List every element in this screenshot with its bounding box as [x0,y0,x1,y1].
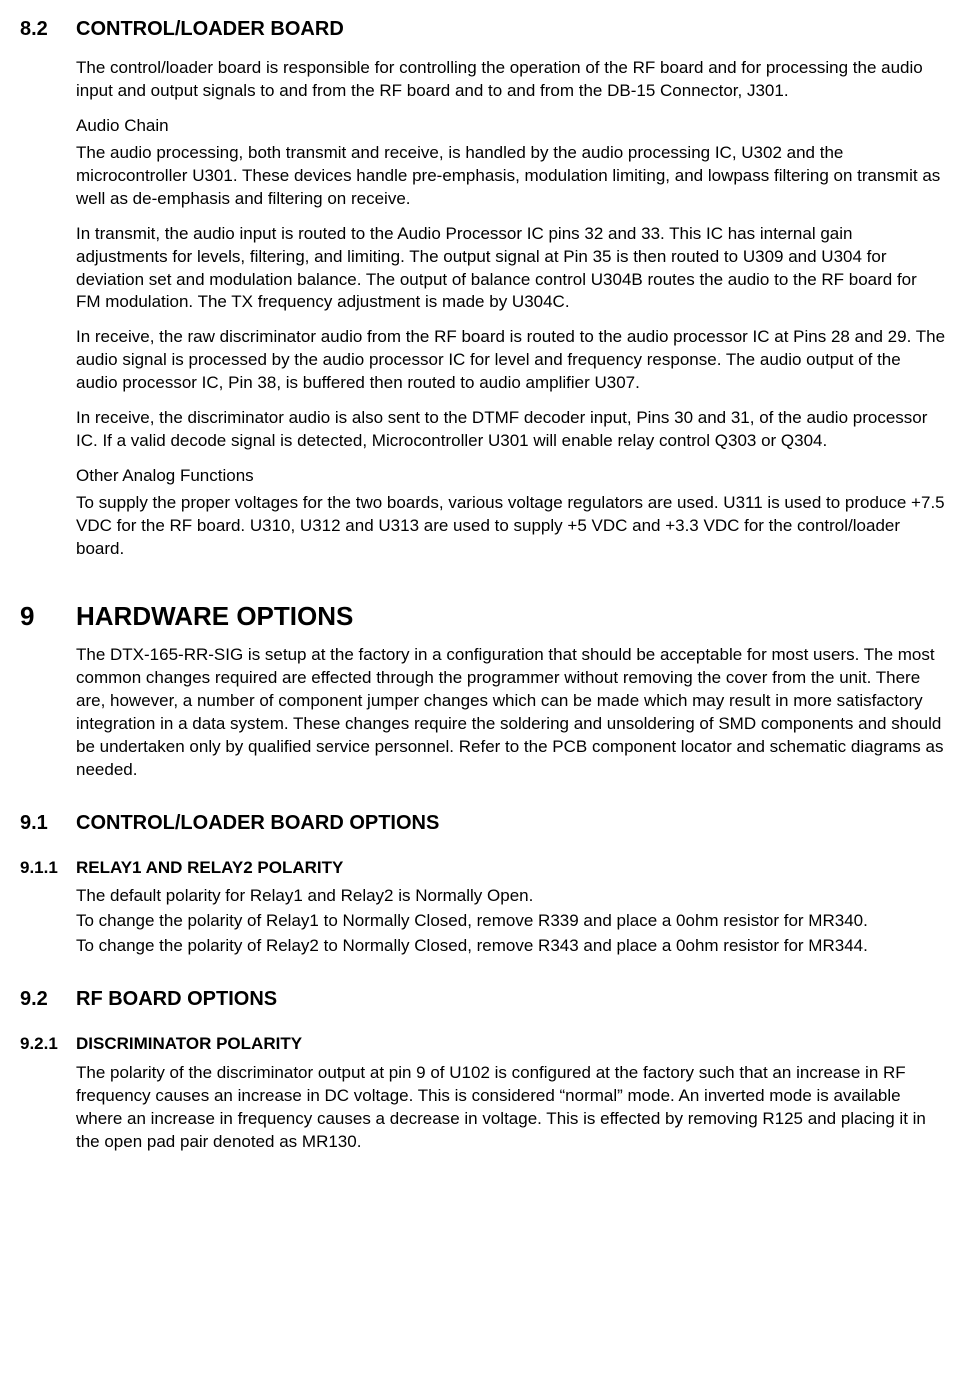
paragraph: In receive, the discriminator audio is a… [76,407,946,453]
paragraph: In receive, the raw discriminator audio … [76,326,946,395]
subheading-other-analog: Other Analog Functions [76,465,946,488]
section-number: 9 [20,599,76,634]
section-title: CONTROL/LOADER BOARD [76,16,344,43]
heading-9-2: 9.2 RF BOARD OPTIONS [20,986,946,1013]
paragraph: The polarity of the discriminator output… [76,1062,946,1154]
section-number: 9.2.1 [20,1033,76,1056]
heading-9-1: 9.1 CONTROL/LOADER BOARD OPTIONS [20,810,946,837]
section-title: RELAY1 AND RELAY2 POLARITY [76,857,343,880]
section-number: 9.1 [20,810,76,837]
heading-9-1-1: 9.1.1 RELAY1 AND RELAY2 POLARITY [20,857,946,880]
section-title: HARDWARE OPTIONS [76,599,353,634]
section-9-1-1-body: The default polarity for Relay1 and Rela… [76,885,946,958]
section-number: 9.1.1 [20,857,76,880]
paragraph: The control/loader board is responsible … [76,57,946,103]
heading-8-2: 8.2 CONTROL/LOADER BOARD [20,16,946,43]
subheading-audio-chain: Audio Chain [76,115,946,138]
section-title: DISCRIMINATOR POLARITY [76,1033,302,1056]
section-number: 8.2 [20,16,76,43]
heading-9: 9 HARDWARE OPTIONS [20,599,946,634]
section-title: RF BOARD OPTIONS [76,986,277,1013]
section-9-body: The DTX-165-RR-SIG is setup at the facto… [76,644,946,782]
section-number: 9.2 [20,986,76,1013]
paragraph-line: The default polarity for Relay1 and Rela… [76,885,946,908]
section-title: CONTROL/LOADER BOARD OPTIONS [76,810,439,837]
paragraph: In transmit, the audio input is routed t… [76,223,946,315]
paragraph-line: To change the polarity of Relay2 to Norm… [76,935,946,958]
heading-9-2-1: 9.2.1 DISCRIMINATOR POLARITY [20,1033,946,1056]
paragraph: The DTX-165-RR-SIG is setup at the facto… [76,644,946,782]
section-8-2-body: The control/loader board is responsible … [76,57,946,561]
paragraph: The audio processing, both transmit and … [76,142,946,211]
paragraph: To supply the proper voltages for the tw… [76,492,946,561]
section-9-2-1-body: The polarity of the discriminator output… [76,1062,946,1154]
paragraph-line: To change the polarity of Relay1 to Norm… [76,910,946,933]
